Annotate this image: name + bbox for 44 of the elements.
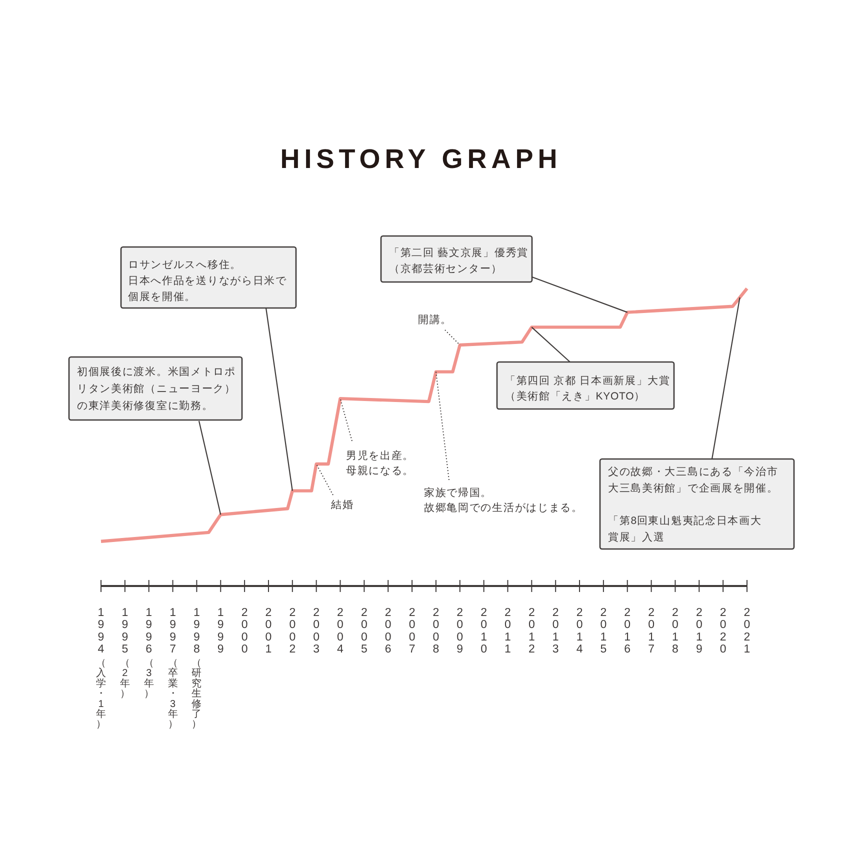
chart-title: HISTORY GRAPH xyxy=(280,144,562,174)
x-tick-label: 1 9 9 5 xyxy=(122,607,128,656)
x-tick-label: 2 0 1 5 xyxy=(600,607,607,656)
annotation: 「第二回 藝文京展」優秀賞（京都芸術センター） xyxy=(389,246,528,275)
x-tick-label: 2 0 1 7 xyxy=(648,607,654,656)
x-tick-label: 2 0 1 0 xyxy=(480,607,488,656)
x-tick-label: 2 0 0 4 xyxy=(337,607,344,656)
x-tick-label: 2 0 0 9 xyxy=(456,607,464,656)
x-tick-label: 2 0 0 0 xyxy=(241,607,248,656)
x-tick-label: 1 9 9 8 xyxy=(194,607,200,656)
x-tick-label: 2 0 2 1 xyxy=(744,607,750,656)
x-tick-label: 2 0 1 2 xyxy=(528,607,535,656)
annotation: 開講。 xyxy=(418,313,452,326)
x-tick-label: 2 0 1 8 xyxy=(672,607,678,656)
annotation: 「第四回 京都 日本画新展」大賞（美術館「えき」KYOTO） xyxy=(505,374,670,402)
x-tick-label: 2 0 1 9 xyxy=(696,607,702,656)
annotation: 父の故郷・大三島にある「今治市大三島美術館」で企画展を開催。 xyxy=(608,465,778,494)
x-tick-label: 2 0 1 4 xyxy=(576,607,584,656)
annotation: 家族で帰国。故郷亀岡での生活がはじまる。 xyxy=(424,486,583,514)
x-tick-label: 2 0 1 6 xyxy=(624,607,631,656)
annotation: 男児を出産。母親になる。 xyxy=(346,449,414,477)
x-tick-label: 1 9 9 7 xyxy=(170,607,176,656)
annotation: 結婚 xyxy=(330,499,354,511)
x-tick-label: 2 0 0 1 xyxy=(265,607,272,656)
x-tick-label: 2 0 0 2 xyxy=(289,607,296,656)
text: （研究生修了） xyxy=(192,658,202,730)
x-tick-label: 2 0 2 0 xyxy=(720,607,726,656)
x-tick-label: 2 0 0 5 xyxy=(360,607,368,656)
x-tick-label: 1 9 9 6 xyxy=(146,607,152,656)
x-tick-label: 2 0 1 3 xyxy=(552,607,559,656)
annotation: 初個展後に渡米。米国メトロポリタン美術館（ニューヨーク）の東洋美術修復室に勤務。 xyxy=(77,365,236,412)
x-tick-label: 2 0 0 7 xyxy=(408,607,416,656)
text: （入学・1年） xyxy=(96,658,106,730)
x-tick-label: 2 0 0 8 xyxy=(432,607,440,656)
text: （卒業・3年） xyxy=(168,658,178,730)
text: （3年） xyxy=(144,658,154,700)
x-tick-label: 2 0 0 3 xyxy=(313,607,320,656)
x-tick-label: 2 0 1 1 xyxy=(504,607,511,656)
annotation: ロサンゼルスへ移住。日本へ作品を送りながら日米で個展を開催。 xyxy=(128,259,288,303)
annotation: 「第8回東山魁夷記念日本画大賞展」入選 xyxy=(608,514,762,544)
text: （2年） xyxy=(120,658,130,700)
x-tick-label: 1 9 9 9 xyxy=(217,607,224,656)
x-tick-label: 2 0 0 6 xyxy=(384,607,392,656)
x-tick-label: 1 9 9 4 xyxy=(98,607,105,656)
